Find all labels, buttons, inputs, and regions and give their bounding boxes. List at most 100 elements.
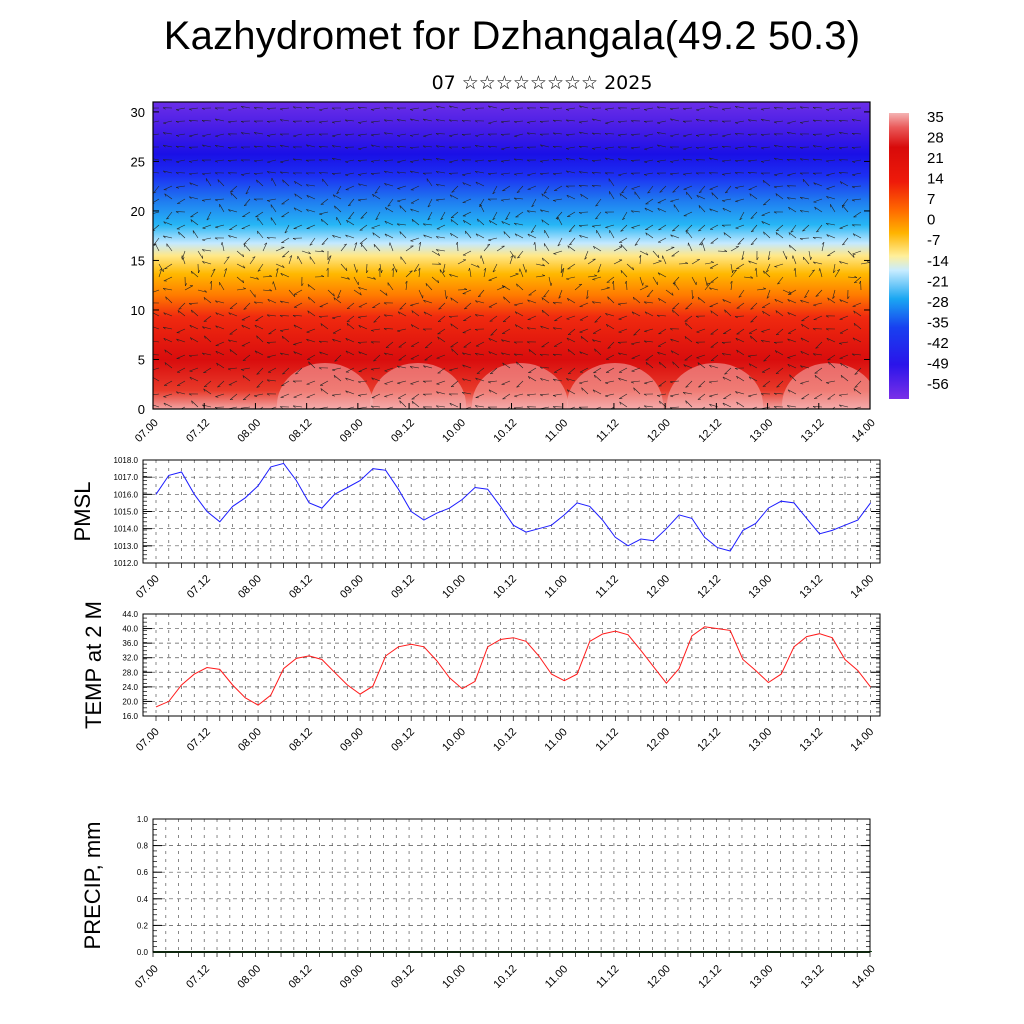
wind-vector bbox=[374, 185, 381, 194]
wind-vector bbox=[215, 350, 225, 356]
wind-arrowhead bbox=[658, 298, 661, 301]
wind-vector bbox=[613, 259, 623, 265]
wind-vector bbox=[827, 250, 836, 257]
wind-vector bbox=[605, 120, 615, 124]
wind-vector bbox=[762, 310, 771, 317]
wind-vector bbox=[814, 375, 823, 382]
wind-vector bbox=[788, 232, 797, 239]
wind-arrowhead bbox=[541, 219, 544, 223]
wind-vector bbox=[176, 133, 186, 136]
wind-vector bbox=[516, 283, 524, 291]
wind-arrowhead bbox=[319, 109, 323, 112]
wind-vector bbox=[267, 198, 277, 201]
wind-arrowhead bbox=[621, 191, 625, 194]
y-tick-label: 28.0 bbox=[122, 668, 138, 677]
wind-arrowhead bbox=[204, 385, 208, 388]
wind-vector bbox=[153, 120, 160, 123]
wind-vector bbox=[358, 380, 368, 383]
wind-vector bbox=[202, 120, 212, 122]
wind-vector bbox=[800, 158, 810, 161]
wind-vector bbox=[840, 181, 849, 187]
wind-vector bbox=[217, 179, 225, 187]
wind-vector bbox=[579, 224, 589, 226]
wind-vector bbox=[657, 341, 667, 347]
wind-arrowhead bbox=[578, 283, 582, 286]
wind-vector bbox=[306, 393, 316, 398]
wind-arrowhead bbox=[801, 324, 804, 327]
wind-arrowhead bbox=[487, 381, 491, 384]
wind-vector bbox=[761, 159, 771, 162]
wind-vector bbox=[307, 284, 316, 291]
x-tick-label: 10.00 bbox=[440, 417, 468, 445]
wind-arrowhead bbox=[293, 207, 296, 211]
wind-arrowhead bbox=[162, 144, 166, 148]
wind-vector bbox=[475, 170, 485, 174]
wind-arrowhead bbox=[747, 355, 751, 358]
wind-arrowhead bbox=[488, 105, 491, 109]
wind-arrowhead bbox=[734, 147, 738, 150]
wind-arrowhead bbox=[240, 146, 244, 149]
wind-vector bbox=[534, 242, 537, 252]
wind-arrowhead bbox=[643, 120, 647, 123]
wind-vector bbox=[189, 172, 199, 175]
wind-arrowhead bbox=[644, 382, 648, 385]
wind-vector bbox=[622, 211, 628, 220]
wind-vector bbox=[243, 243, 251, 252]
wind-arrowhead bbox=[328, 255, 332, 258]
wind-vector bbox=[644, 311, 654, 317]
warm-lobe bbox=[472, 363, 568, 409]
wind-arrowhead bbox=[503, 231, 505, 235]
wind-vector bbox=[423, 118, 433, 122]
wind-vector bbox=[153, 326, 160, 330]
wind-vector bbox=[736, 375, 745, 382]
wind-vector bbox=[319, 340, 329, 343]
wind-arrowhead bbox=[292, 238, 296, 240]
wind-vector bbox=[319, 107, 329, 111]
wind-arrowhead bbox=[253, 132, 257, 135]
wind-vector bbox=[256, 335, 264, 343]
wind-vector bbox=[397, 133, 407, 136]
wind-arrowhead bbox=[201, 200, 206, 202]
wind-vector bbox=[346, 323, 355, 330]
wind-vector bbox=[566, 170, 576, 174]
wind-vector bbox=[605, 393, 615, 397]
wind-arrowhead bbox=[724, 373, 728, 375]
wind-arrowhead bbox=[399, 205, 401, 209]
wind-arrowhead bbox=[604, 172, 608, 175]
wind-vector bbox=[774, 298, 784, 304]
wind-arrowhead bbox=[241, 174, 245, 176]
wind-arrowhead bbox=[657, 122, 661, 124]
wind-vector bbox=[566, 133, 576, 136]
wind-vector bbox=[502, 315, 511, 323]
wind-arrowhead bbox=[227, 121, 231, 124]
wind-arrowhead bbox=[840, 375, 843, 379]
wind-vector bbox=[153, 198, 160, 204]
wind-arrowhead bbox=[202, 144, 205, 148]
wind-vector bbox=[800, 210, 810, 213]
wind-arrowhead bbox=[176, 135, 180, 137]
wind-arrowhead bbox=[686, 191, 688, 195]
wind-arrowhead bbox=[838, 120, 842, 123]
wind-arrowhead bbox=[201, 173, 205, 176]
wind-arrowhead bbox=[514, 233, 517, 237]
wind-arrowhead bbox=[604, 148, 609, 150]
wind-arrowhead bbox=[468, 268, 470, 272]
wind-arrowhead bbox=[685, 322, 687, 326]
wind-vector bbox=[852, 172, 862, 176]
wind-vector bbox=[737, 237, 745, 245]
wind-vector bbox=[789, 244, 797, 252]
wind-vector bbox=[631, 107, 641, 110]
wind-vector bbox=[567, 367, 576, 375]
wind-vector bbox=[574, 283, 583, 291]
wind-arrowhead bbox=[578, 212, 582, 215]
wind-vector bbox=[634, 191, 641, 200]
wind-arrowhead bbox=[793, 267, 796, 271]
wind-arrowhead bbox=[384, 370, 388, 372]
wind-arrowhead bbox=[150, 172, 152, 174]
wind-vector bbox=[464, 302, 472, 310]
wind-arrowhead bbox=[230, 191, 234, 193]
wind-vector bbox=[748, 260, 758, 265]
wind-vector bbox=[501, 107, 511, 110]
wind-vector bbox=[724, 367, 732, 375]
wind-arrowhead bbox=[698, 386, 702, 388]
